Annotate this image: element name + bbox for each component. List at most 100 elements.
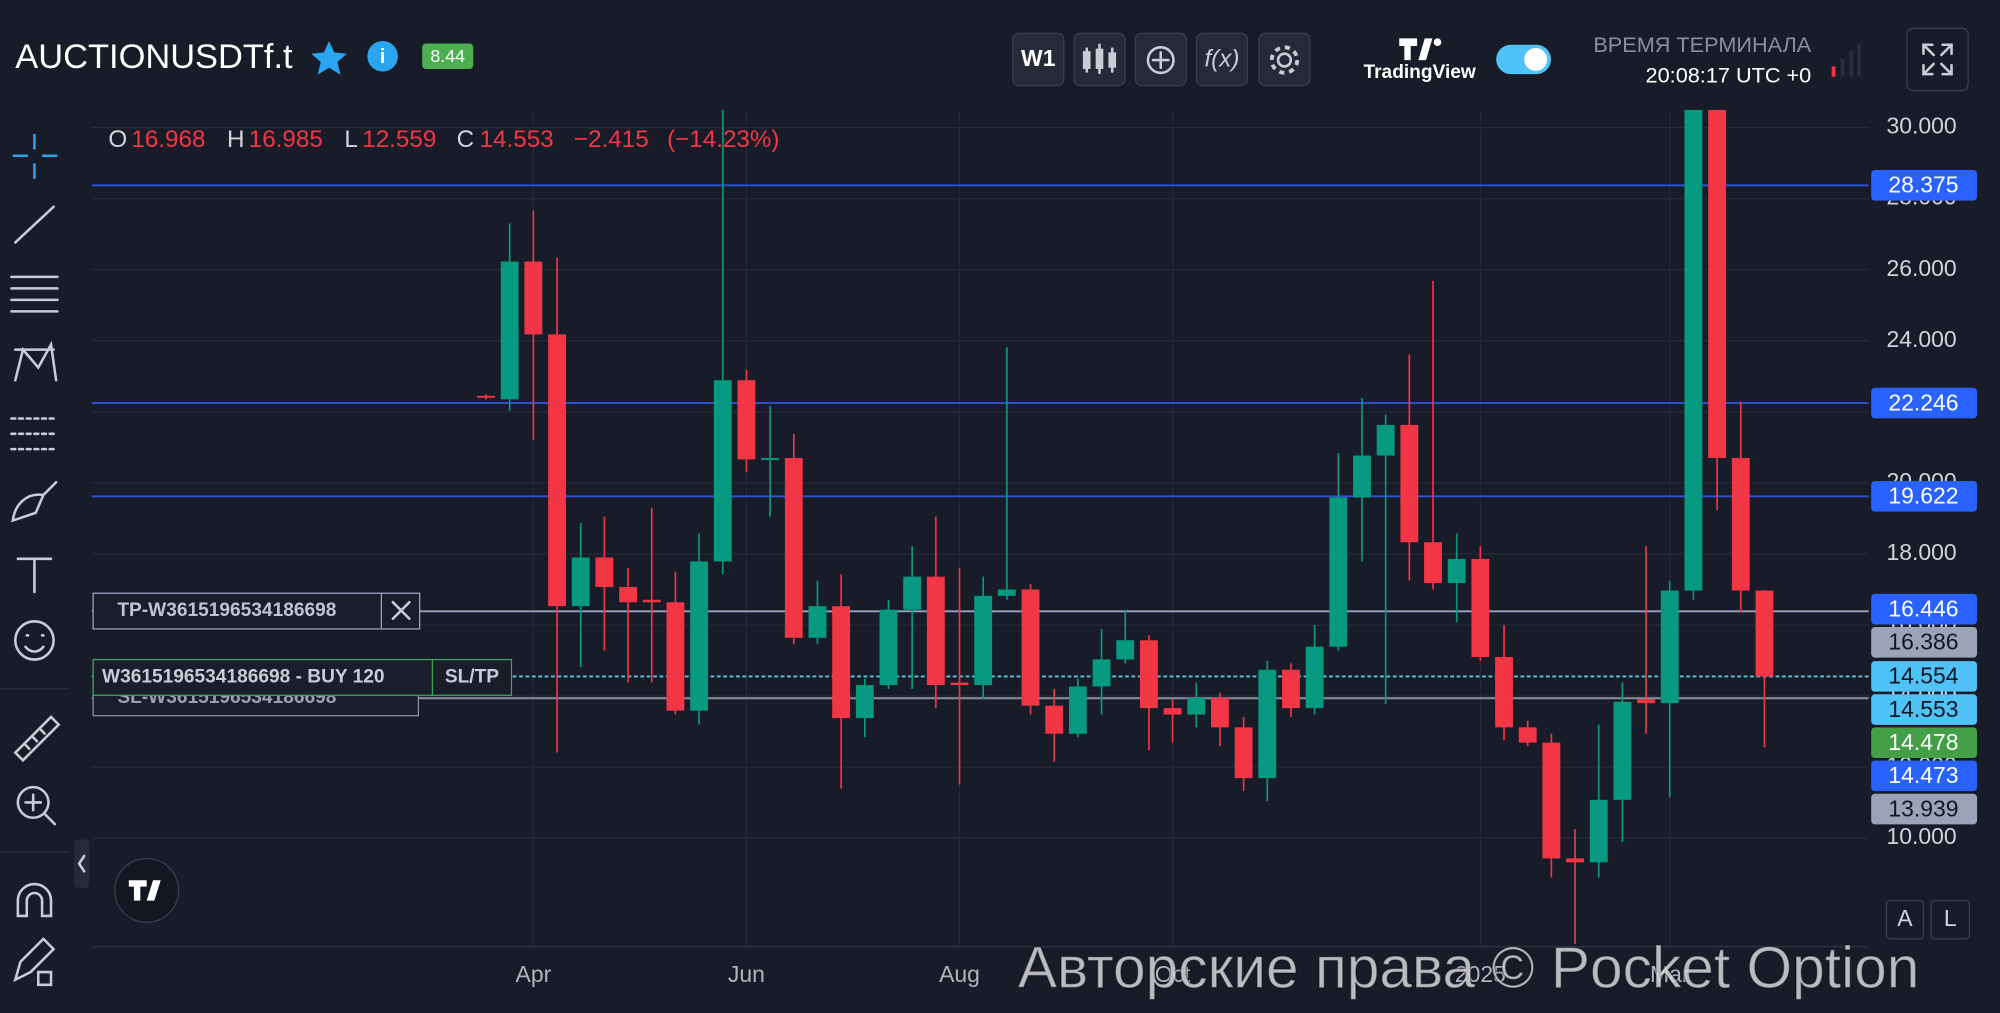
candle-body (1637, 699, 1656, 704)
price-label: 28.375 (1888, 172, 1958, 198)
candle-body (950, 682, 969, 686)
price-label: 13.939 (1888, 795, 1958, 821)
candle-body (1211, 697, 1229, 728)
candle-body (666, 602, 685, 711)
x-tick-label: Mar (1650, 961, 1690, 987)
toggle-knob (1524, 47, 1548, 71)
y-tick-label: 10.000 (1886, 823, 1956, 849)
tp-text: TP-W3615196534186698 (117, 600, 336, 621)
price-label-box (1871, 661, 1978, 692)
x-tick-label: Jun (728, 961, 765, 987)
candle-body (855, 685, 874, 719)
fullscreen-icon (1922, 43, 1953, 76)
legend-c: C (457, 126, 475, 153)
candle-body (690, 561, 709, 711)
candle-body (1684, 109, 1703, 591)
close-tp[interactable] (391, 600, 411, 621)
price-label: 16.446 (1888, 595, 1958, 621)
settings-button[interactable] (1258, 32, 1311, 87)
brand-logo (1399, 38, 1433, 61)
order-tp: TP-W3615196534186698 (92, 592, 421, 630)
legend-change: −2.415 (574, 126, 649, 153)
collapse-tab[interactable] (73, 839, 90, 888)
legend-l: L (344, 126, 357, 153)
log-scale[interactable] (1930, 899, 1971, 940)
terminal-time: 20:08:17 UTC +0 (1646, 62, 1812, 87)
ruler-tool[interactable] (13, 715, 61, 763)
candle-body (1282, 669, 1300, 709)
price-label: 14.473 (1888, 762, 1958, 788)
tv-logo (114, 857, 180, 923)
auto-scale-label: A (1897, 905, 1913, 931)
favorite-star[interactable] (311, 40, 347, 75)
badge (422, 43, 474, 69)
candle-body (548, 334, 566, 607)
candle-body (595, 557, 614, 587)
indicators-button[interactable] (1195, 32, 1249, 87)
candle-body (903, 576, 922, 610)
legend-open: 16.968 (131, 126, 205, 153)
buy-box[interactable] (92, 658, 513, 696)
candle-body (1068, 686, 1087, 734)
y-tick-label: 24.000 (1886, 326, 1956, 352)
order-buy: W3615196534186698 - BUY 120 SL/TP (92, 658, 513, 696)
log-scale-label: L (1944, 905, 1957, 931)
emoji-tool[interactable] (14, 620, 55, 661)
brush-tool[interactable] (11, 480, 58, 523)
tp-box[interactable] (92, 592, 421, 630)
price-label-box (1871, 793, 1978, 825)
sltp-button[interactable]: SL/TP (445, 666, 499, 687)
timeframe-button[interactable] (1012, 32, 1065, 87)
candle-body (1566, 858, 1584, 863)
price-labels: 28.375 22.246 19.622 16.446 16.386 14.554 14.5… (1871, 170, 1978, 825)
line-tool[interactable] (14, 205, 55, 244)
projection-tool[interactable] (10, 417, 59, 451)
candle-body (1400, 424, 1419, 543)
candle-body (524, 261, 543, 335)
brand: TradingView (1363, 62, 1475, 83)
fullscreen-button[interactable] (1906, 27, 1969, 92)
timeframe: W1 (1021, 45, 1056, 71)
fib-tool[interactable] (10, 275, 59, 313)
candle-body (737, 380, 756, 460)
y-tick-label: 18.000 (1886, 539, 1956, 565)
candle-body (500, 261, 519, 400)
collapse-icon (77, 854, 86, 873)
auto-scale[interactable] (1885, 899, 1925, 940)
candle-body (1258, 669, 1277, 779)
crosshair-tool[interactable] (12, 134, 58, 179)
candle-body (713, 380, 732, 562)
candle-body (1589, 799, 1608, 863)
emoji-tool (24, 634, 45, 653)
x-tick-label: Aug (939, 961, 980, 987)
magnet-tool[interactable] (16, 882, 53, 918)
price-label-box (1871, 694, 1978, 725)
plot-area (91, 109, 1869, 947)
lock-tool[interactable] (13, 937, 56, 987)
pattern-tool[interactable] (14, 340, 58, 382)
signal-bar (1831, 66, 1836, 77)
zoom-tool (24, 793, 57, 826)
candle-body (1708, 109, 1727, 459)
text-tool[interactable] (16, 557, 53, 594)
legend-low: 12.559 (362, 126, 436, 153)
candle-body (1495, 656, 1513, 728)
badge-text: 8.44 (430, 46, 465, 66)
price-label: 19.622 (1888, 483, 1958, 509)
candle-body (619, 586, 637, 603)
x-tick-label: Apr (516, 961, 552, 987)
candle-body (926, 576, 945, 686)
indicators-icon: f(x) (1204, 45, 1239, 72)
zoom-tool[interactable] (16, 785, 50, 819)
candle-body (642, 599, 661, 603)
y-tick-label: 26.000 (1886, 255, 1956, 281)
price-label-box (1871, 760, 1978, 792)
candle-body (477, 395, 495, 398)
candle-body (1163, 708, 1182, 715)
candle-body (1424, 542, 1442, 584)
candle-body (761, 458, 780, 460)
buy-text: W3615196534186698 - BUY 120 (102, 666, 385, 687)
info-button[interactable] (367, 40, 398, 72)
add-icon (1146, 46, 1175, 75)
